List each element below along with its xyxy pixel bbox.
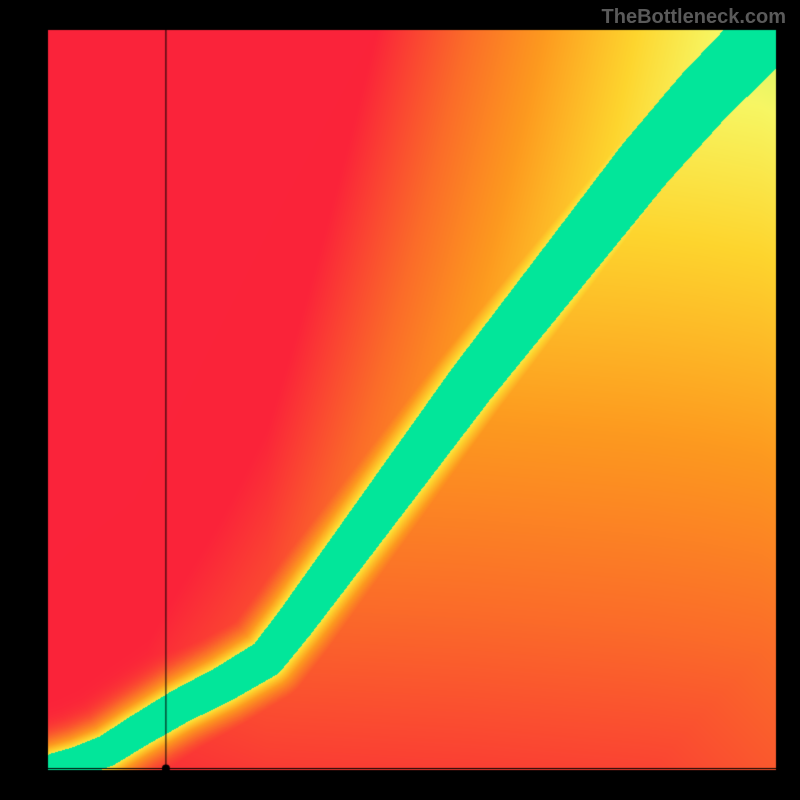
watermark-text: TheBottleneck.com [602, 6, 786, 29]
figure-container: TheBottleneck.com [0, 0, 800, 800]
heatmap-plot [0, 0, 800, 800]
